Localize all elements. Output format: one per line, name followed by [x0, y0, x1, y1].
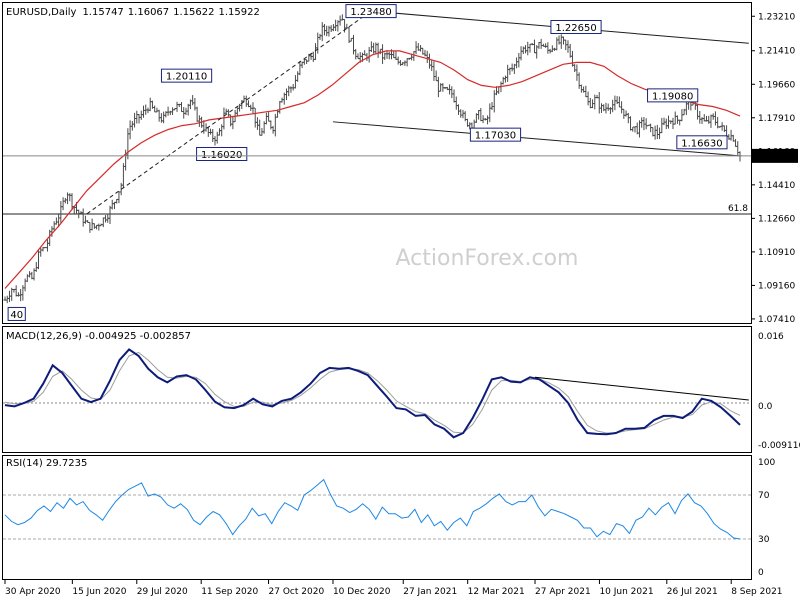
x-tick-label: 12 Mar 2021 — [468, 587, 525, 597]
x-tick-label: 26 Jul 2021 — [667, 587, 718, 597]
price-panel-title: EURUSD,Daily 1.15747 1.16067 1.15622 1.15922 — [6, 7, 260, 18]
moving-average-line — [4, 50, 741, 289]
price-tick-label: 1.23210 — [758, 12, 795, 22]
price-annotation: 1.22650 — [550, 19, 602, 34]
price-annotation: 40 — [7, 306, 26, 321]
time-axis: 30 Apr 2020 15 Jun 2020 29 Jul 2020 11 Sep … — [4, 580, 783, 597]
annotation-text: 1.20110 — [166, 72, 207, 83]
rsi-tick-label: 100 — [758, 458, 775, 468]
annotation-box — [469, 127, 522, 142]
macd-tick-top: 0.016 — [758, 332, 784, 342]
price-tick-label: 1.09160 — [758, 281, 795, 291]
price-tick-label: 1.21410 — [758, 47, 795, 57]
rsi-panel-frame — [2, 455, 752, 580]
annotation-box — [196, 146, 248, 161]
x-tick-label: 10 Jun 2021 — [599, 587, 653, 597]
rsi-tick-label: 0 — [758, 568, 764, 578]
price-tick-label: 1.07410 — [758, 315, 795, 325]
annotation-text: 40 — [10, 310, 23, 321]
moving-average-path — [4, 50, 741, 289]
price-annotation: 1.16020 — [196, 146, 248, 161]
annotation-box — [160, 68, 213, 83]
price-bars — [3, 14, 742, 304]
last-price-label: 1.15922 — [756, 153, 793, 163]
macd-panel-frame — [2, 326, 752, 453]
price-annotation: 1.19080 — [647, 88, 699, 103]
annotation-box — [676, 135, 728, 150]
price-y-axis: 1.232101.214101.196601.179101.161601.144… — [3, 12, 798, 325]
annotation-text: 1.19080 — [652, 91, 693, 102]
ohlc-open: 1.15747 — [82, 7, 123, 18]
annotation-box — [647, 88, 699, 103]
x-tick-label: 15 Jun 2020 — [72, 587, 126, 597]
trendline — [86, 10, 372, 215]
rsi-path — [4, 478, 741, 540]
rsi-line — [4, 478, 741, 540]
symbol-timeframe: EURUSD,Daily — [6, 7, 77, 18]
price-tick-label: 1.14410 — [758, 181, 795, 191]
price-annotations: 1.23480 1.20110 1.16020 1.22650 1.17030 1.190… — [7, 4, 728, 321]
ohlc-close: 1.15922 — [219, 7, 260, 18]
ohlc-high: 1.16067 — [128, 7, 169, 18]
annotation-text: 1.17030 — [475, 131, 516, 142]
annotation-box — [7, 306, 26, 321]
macd-panel-title: MACD(12,26,9) -0.004925 -0.002857 — [6, 331, 191, 342]
rsi-tick-label: 30 — [758, 535, 770, 545]
price-annotation: 1.16630 — [676, 135, 728, 150]
last-price-box — [752, 148, 798, 163]
price-tick-label: 1.19660 — [758, 80, 795, 90]
rsi-tick-label: 70 — [758, 491, 770, 501]
macd-lines — [4, 348, 749, 439]
macd-tick-bottom: -0.009116 — [758, 441, 800, 451]
watermark-text: ActionForex.com — [396, 246, 579, 271]
macd-tick-zero: 0.0 — [758, 402, 773, 412]
annotation-box — [550, 19, 602, 34]
x-tick-label: 30 Apr 2020 — [5, 587, 61, 597]
price-tick-label: 1.10910 — [758, 248, 795, 258]
price-tick-label: 1.17910 — [758, 114, 795, 124]
x-tick-label: 29 Jul 2020 — [137, 587, 188, 597]
macd-trendline — [534, 376, 749, 401]
x-tick-label: 10 Dec 2020 — [333, 587, 391, 597]
annotation-box — [345, 4, 397, 19]
fib-level-line: 61.8 — [3, 204, 751, 215]
x-tick-label: 27 Jan 2021 — [403, 587, 457, 597]
annotation-text: 1.16630 — [681, 138, 722, 149]
annotation-text: 1.23480 — [350, 7, 391, 18]
macd-main-line — [4, 348, 741, 439]
last-price-tag: 1.15922 — [752, 148, 798, 163]
price-annotation: 1.23480 — [345, 4, 397, 19]
price-tick-label: 1.12660 — [758, 214, 795, 224]
level-label: 61.8 — [728, 204, 748, 214]
price-annotation: 1.20110 — [160, 68, 213, 83]
annotation-text: 1.22650 — [555, 23, 596, 34]
x-tick-label: 27 Oct 2020 — [269, 587, 325, 597]
trendline — [332, 121, 741, 157]
rsi-panel-title: RSI(14) 29.7235 — [6, 458, 87, 469]
price-panel-frame — [2, 2, 752, 324]
ohlc-low: 1.15622 — [173, 7, 214, 18]
rsi-y-axis: 100 70 30 0 — [758, 458, 775, 578]
price-annotation: 1.17030 — [469, 127, 522, 142]
x-tick-label: 27 Apr 2021 — [535, 587, 591, 597]
x-tick-label: 11 Sep 2020 — [201, 587, 258, 597]
x-tick-label: 8 Sep 2021 — [731, 587, 782, 597]
